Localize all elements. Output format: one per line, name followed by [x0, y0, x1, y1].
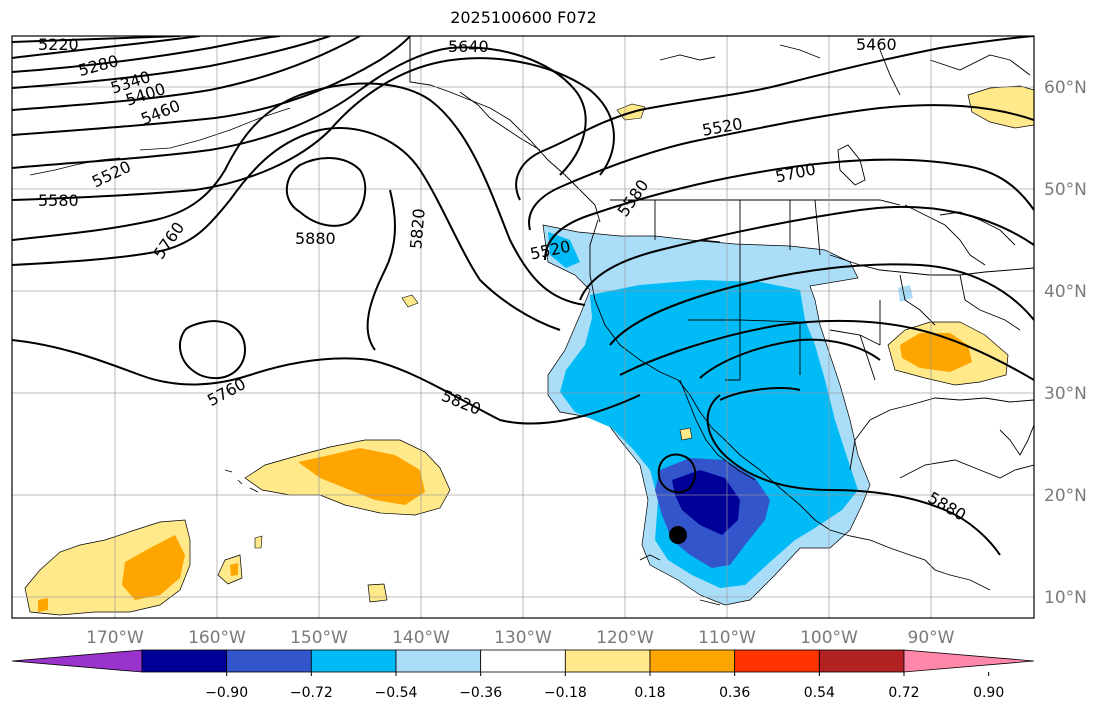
- colorbar-tick-label: −0.54: [375, 685, 418, 701]
- lat-label: 60°N: [1044, 78, 1087, 98]
- lon-label: 90°W: [908, 628, 955, 648]
- lon-label: 140°W: [392, 628, 450, 648]
- contour-label: 5220: [38, 35, 79, 54]
- colorbar-segment: [564, 649, 651, 673]
- contour-label: 5640: [448, 37, 489, 56]
- lon-label: 150°W: [290, 628, 348, 648]
- lat-label: 50°N: [1044, 180, 1087, 200]
- height-contours: [12, 36, 1034, 556]
- latitude-labels: 60°N 50°N 40°N 30°N 20°N 10°N: [1044, 78, 1087, 608]
- positive-anomaly-fill: [24, 85, 1034, 616]
- colorbar-tick-label: 0.72: [888, 685, 919, 701]
- lon-label: 170°W: [86, 628, 144, 648]
- lon-label: 110°W: [698, 628, 756, 648]
- longitude-labels: 170°W 160°W 150°W 140°W 130°W 120°W 110°…: [86, 628, 955, 648]
- contour-label: 5820: [406, 208, 428, 250]
- lat-label: 10°N: [1044, 588, 1087, 608]
- colorbar-tick-label: 0.54: [804, 685, 835, 701]
- colorbar-extend-high: [903, 649, 1035, 673]
- colorbar-tick-label: −0.36: [459, 685, 502, 701]
- colorbar: [11, 649, 1035, 673]
- colorbar-tick-label: 0.36: [719, 685, 750, 701]
- colorbar-segment: [649, 649, 736, 673]
- colorbar-tick-label: −0.90: [205, 685, 248, 701]
- lat-lon-grid: [12, 36, 1034, 618]
- storm-center-marker: [669, 526, 687, 544]
- lon-label: 100°W: [800, 628, 858, 648]
- colorbar-tick-labels: −0.90 −0.72 −0.54 −0.36 −0.18 0.18 0.36 0.54 0.7…: [205, 672, 1004, 701]
- colorbar-tick-label: −0.18: [544, 685, 587, 701]
- contour-label: 5460: [856, 35, 897, 54]
- lon-label: 130°W: [494, 628, 552, 648]
- colorbar-extend-low: [11, 649, 143, 673]
- colorbar-segment: [226, 649, 312, 673]
- lon-label: 160°W: [188, 628, 246, 648]
- colorbar-tick-label: 0.90: [973, 685, 1004, 701]
- map-frame: [11, 35, 1035, 619]
- chart-title: 2025100600 F072: [450, 8, 597, 27]
- colorbar-segment: [480, 649, 566, 673]
- colorbar-segment: [310, 649, 397, 673]
- colorbar-segment: [141, 649, 228, 673]
- lat-label: 30°N: [1044, 384, 1087, 404]
- colorbar-segment: [395, 649, 482, 673]
- lon-label: 120°W: [596, 628, 654, 648]
- colorbar-segment: [818, 649, 905, 673]
- lat-label: 40°N: [1044, 282, 1087, 302]
- colorbar-segment: [734, 649, 820, 673]
- colorbar-tick-label: 0.18: [634, 685, 665, 701]
- contour-label: 5880: [295, 229, 336, 248]
- contour-label: 5580: [38, 191, 79, 210]
- lat-label: 20°N: [1044, 486, 1087, 506]
- colorbar-tick-label: −0.72: [290, 685, 333, 701]
